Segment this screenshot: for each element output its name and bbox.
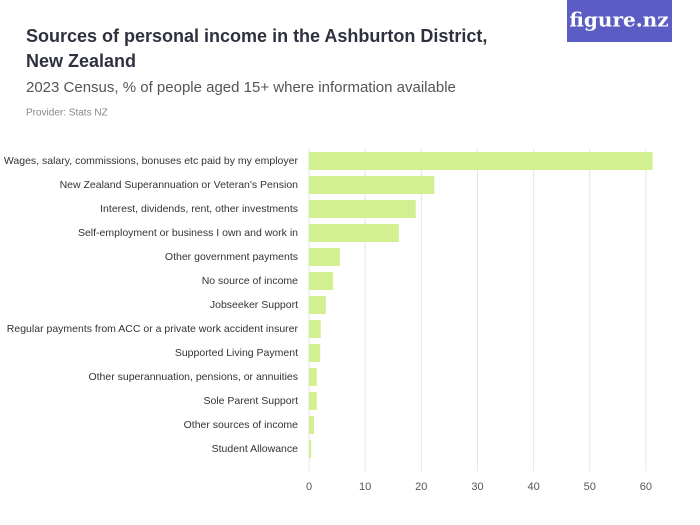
y-tick-label: No source of income (202, 275, 298, 287)
logo-box (567, 0, 672, 42)
y-tick-label: Self-employment or business I own and wo… (78, 227, 298, 239)
y-tick-label: Other sources of income (184, 419, 299, 431)
logo: figure.nz (569, 8, 668, 32)
x-tick-label: 50 (584, 481, 596, 493)
bar (309, 272, 334, 290)
chart-title: New Zealand (26, 51, 136, 71)
y-tick-label: Wages, salary, commissions, bonuses etc … (4, 155, 299, 167)
x-tick-label: 20 (415, 481, 427, 493)
x-tick-label: 40 (527, 481, 539, 493)
bar (309, 368, 317, 386)
y-tick-label: Interest, dividends, rent, other investm… (100, 203, 298, 215)
x-tick-label: 0 (306, 481, 312, 493)
x-tick-label: 30 (471, 481, 483, 493)
bar (309, 392, 317, 410)
chart-title: Sources of personal income in the Ashbur… (26, 26, 487, 46)
provider: Provider: Stats NZ (26, 108, 108, 119)
bar (309, 320, 321, 338)
bar (309, 152, 653, 170)
bar (309, 200, 416, 218)
chart-subtitle: 2023 Census, % of people aged 15+ where … (26, 79, 456, 96)
bar (309, 296, 326, 314)
y-tick-label: New Zealand Superannuation or Veteran's … (60, 179, 299, 191)
x-tick-label: 60 (640, 481, 652, 493)
bar (309, 344, 321, 362)
y-tick-label: Other government payments (165, 251, 298, 263)
y-tick-label: Regular payments from ACC or a private w… (7, 323, 299, 335)
y-tick-label: Jobseeker Support (210, 299, 298, 311)
y-tick-label: Other superannuation, pensions, or annui… (88, 371, 298, 383)
bar (309, 440, 312, 458)
bar (309, 416, 315, 434)
y-tick-label: Sole Parent Support (203, 395, 298, 407)
x-tick-label: 10 (359, 481, 371, 493)
bar (309, 176, 435, 194)
bar (309, 248, 340, 266)
bar (309, 224, 399, 242)
y-tick-label: Student Allowance (212, 443, 299, 455)
y-tick-label: Supported Living Payment (175, 347, 298, 359)
